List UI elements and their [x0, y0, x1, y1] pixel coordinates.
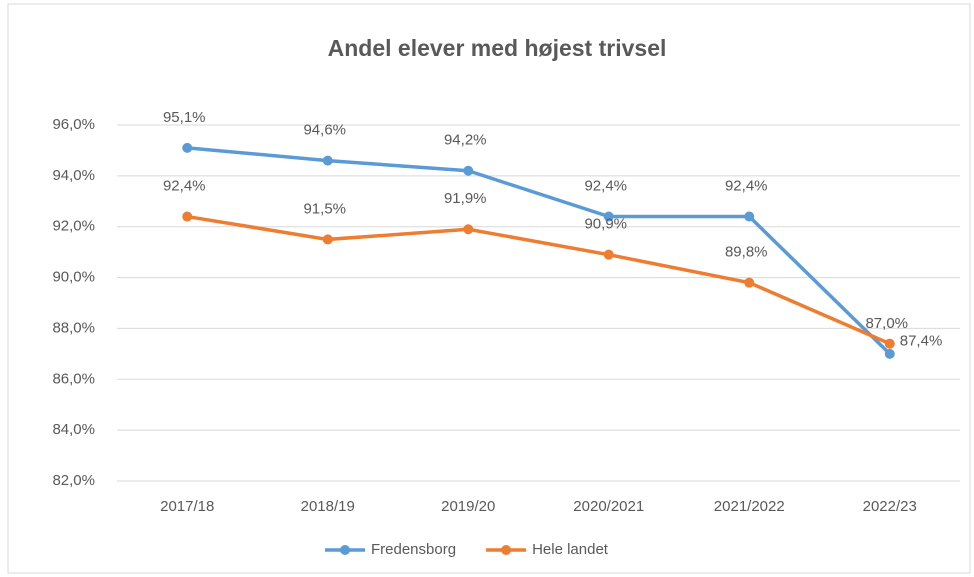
point — [744, 211, 755, 222]
data-label: 87,0% — [865, 315, 908, 332]
legend-label: Fredensborg — [371, 541, 456, 558]
x-tick-label: 2018/19 — [301, 498, 355, 515]
series-line — [186, 214, 891, 346]
data-label: 94,6% — [303, 122, 346, 139]
y-tick-label: 94,0% — [52, 167, 95, 184]
point — [322, 155, 333, 166]
legend-marker — [501, 545, 512, 555]
data-label: 89,8% — [725, 244, 768, 261]
data-label: 91,5% — [303, 200, 346, 217]
point — [463, 165, 474, 176]
y-tick-label: 96,0% — [52, 116, 95, 133]
point — [884, 338, 895, 349]
data-label: 91,9% — [444, 190, 487, 207]
point — [603, 249, 614, 260]
x-tick-label: 2022/23 — [863, 498, 917, 515]
y-tick-label: 88,0% — [52, 319, 95, 336]
data-label: 87,4% — [900, 333, 943, 350]
chart-title: Andel elever med højest trivsel — [328, 35, 667, 61]
x-tick-label: 2021/2022 — [714, 498, 785, 515]
y-tick-label: 84,0% — [52, 421, 95, 438]
x-tick-label: 2020/2021 — [573, 498, 644, 515]
data-label: 90,9% — [584, 216, 627, 233]
point — [182, 211, 193, 222]
y-tick-label: 86,0% — [52, 370, 95, 387]
data-label: 92,4% — [725, 178, 768, 195]
data-label: 92,4% — [584, 178, 627, 195]
series-line — [187, 146, 891, 356]
point — [603, 211, 614, 222]
y-tick-label: 90,0% — [52, 269, 95, 286]
point — [884, 348, 895, 359]
y-tick-label: 92,0% — [52, 218, 95, 235]
data-label: 95,1% — [163, 109, 206, 126]
point — [463, 224, 474, 235]
point — [744, 277, 755, 288]
data-label: 94,2% — [444, 132, 487, 149]
point — [182, 142, 193, 153]
point — [322, 234, 333, 245]
data-label: 92,4% — [163, 178, 206, 195]
chart-border — [7, 3, 971, 574]
legend-label: Hele landet — [532, 541, 609, 558]
x-tick-label: 2017/18 — [160, 498, 214, 515]
y-tick-label: 82,0% — [52, 472, 95, 489]
x-tick-label: 2019/20 — [441, 498, 495, 515]
legend-marker — [340, 545, 350, 555]
